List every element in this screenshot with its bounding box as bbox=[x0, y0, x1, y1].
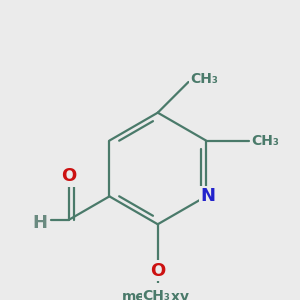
Text: CH₃: CH₃ bbox=[190, 72, 218, 86]
Text: methoxy: methoxy bbox=[122, 290, 190, 300]
Text: CH₃: CH₃ bbox=[142, 289, 170, 300]
Text: CH₃: CH₃ bbox=[251, 134, 279, 148]
Text: H: H bbox=[32, 214, 47, 232]
Text: N: N bbox=[200, 188, 215, 206]
Text: O: O bbox=[150, 262, 165, 280]
Text: O: O bbox=[61, 167, 77, 185]
